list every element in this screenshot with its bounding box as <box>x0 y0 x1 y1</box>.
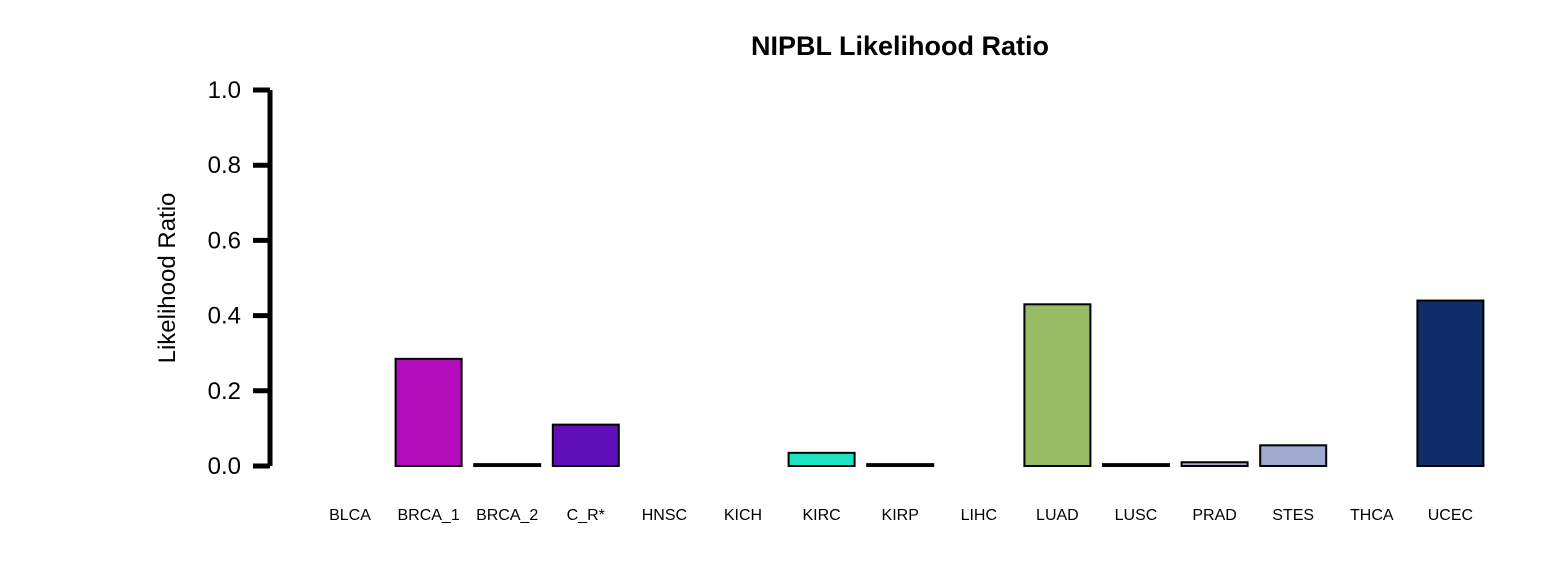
x-axis-labels: BLCA BRCA_1 BRCA_2 C_R* HNSC KICH KIRC KIRP LIHC… <box>329 507 1473 524</box>
x-tick-label: UCEC <box>1428 507 1473 524</box>
y-axis-label: Likelihood Ratio <box>154 193 181 364</box>
x-tick-label: KICH <box>724 507 762 524</box>
bar-ucec <box>1416 299 1485 467</box>
y-tick-label: 1.0 <box>208 77 241 104</box>
x-tick-label: STES <box>1272 507 1314 524</box>
x-tick-label: C_R* <box>567 507 605 524</box>
x-tick-label: KIRC <box>802 507 840 524</box>
y-tick-label: 0.8 <box>208 152 241 179</box>
y-axis: 0.0 0.2 0.4 0.6 0.8 1.0 <box>208 77 273 480</box>
bar-brca-2 <box>473 463 542 467</box>
bar-brca-1 <box>394 357 463 467</box>
x-tick-label: THCA <box>1350 507 1394 524</box>
x-tick-label: LUAD <box>1036 507 1079 524</box>
y-tick-label: 0.4 <box>208 303 241 330</box>
bar-c-r- <box>551 423 620 468</box>
x-tick-label: KIRP <box>882 507 919 524</box>
bar-luad <box>1023 303 1092 467</box>
x-tick-label: BRCA_2 <box>476 507 538 524</box>
bar-kirc <box>787 451 856 467</box>
bar-prad <box>1180 461 1249 467</box>
x-tick-label: BRCA_1 <box>397 507 459 524</box>
x-tick-label: HNSC <box>642 507 687 524</box>
x-tick-label: LUSC <box>1115 507 1158 524</box>
bar-stes <box>1259 444 1328 468</box>
y-tick-label: 0.6 <box>208 227 241 254</box>
bar-lusc <box>1102 463 1170 467</box>
x-tick-label: LIHC <box>961 507 997 524</box>
chart-title: NIPBL Likelihood Ratio <box>751 31 1049 61</box>
bars <box>394 299 1485 468</box>
y-tick-label: 0.0 <box>208 453 241 480</box>
y-tick-label: 0.2 <box>208 378 241 405</box>
x-tick-label: BLCA <box>329 507 371 524</box>
x-tick-label: PRAD <box>1192 507 1236 524</box>
bar-kirp <box>866 463 935 467</box>
